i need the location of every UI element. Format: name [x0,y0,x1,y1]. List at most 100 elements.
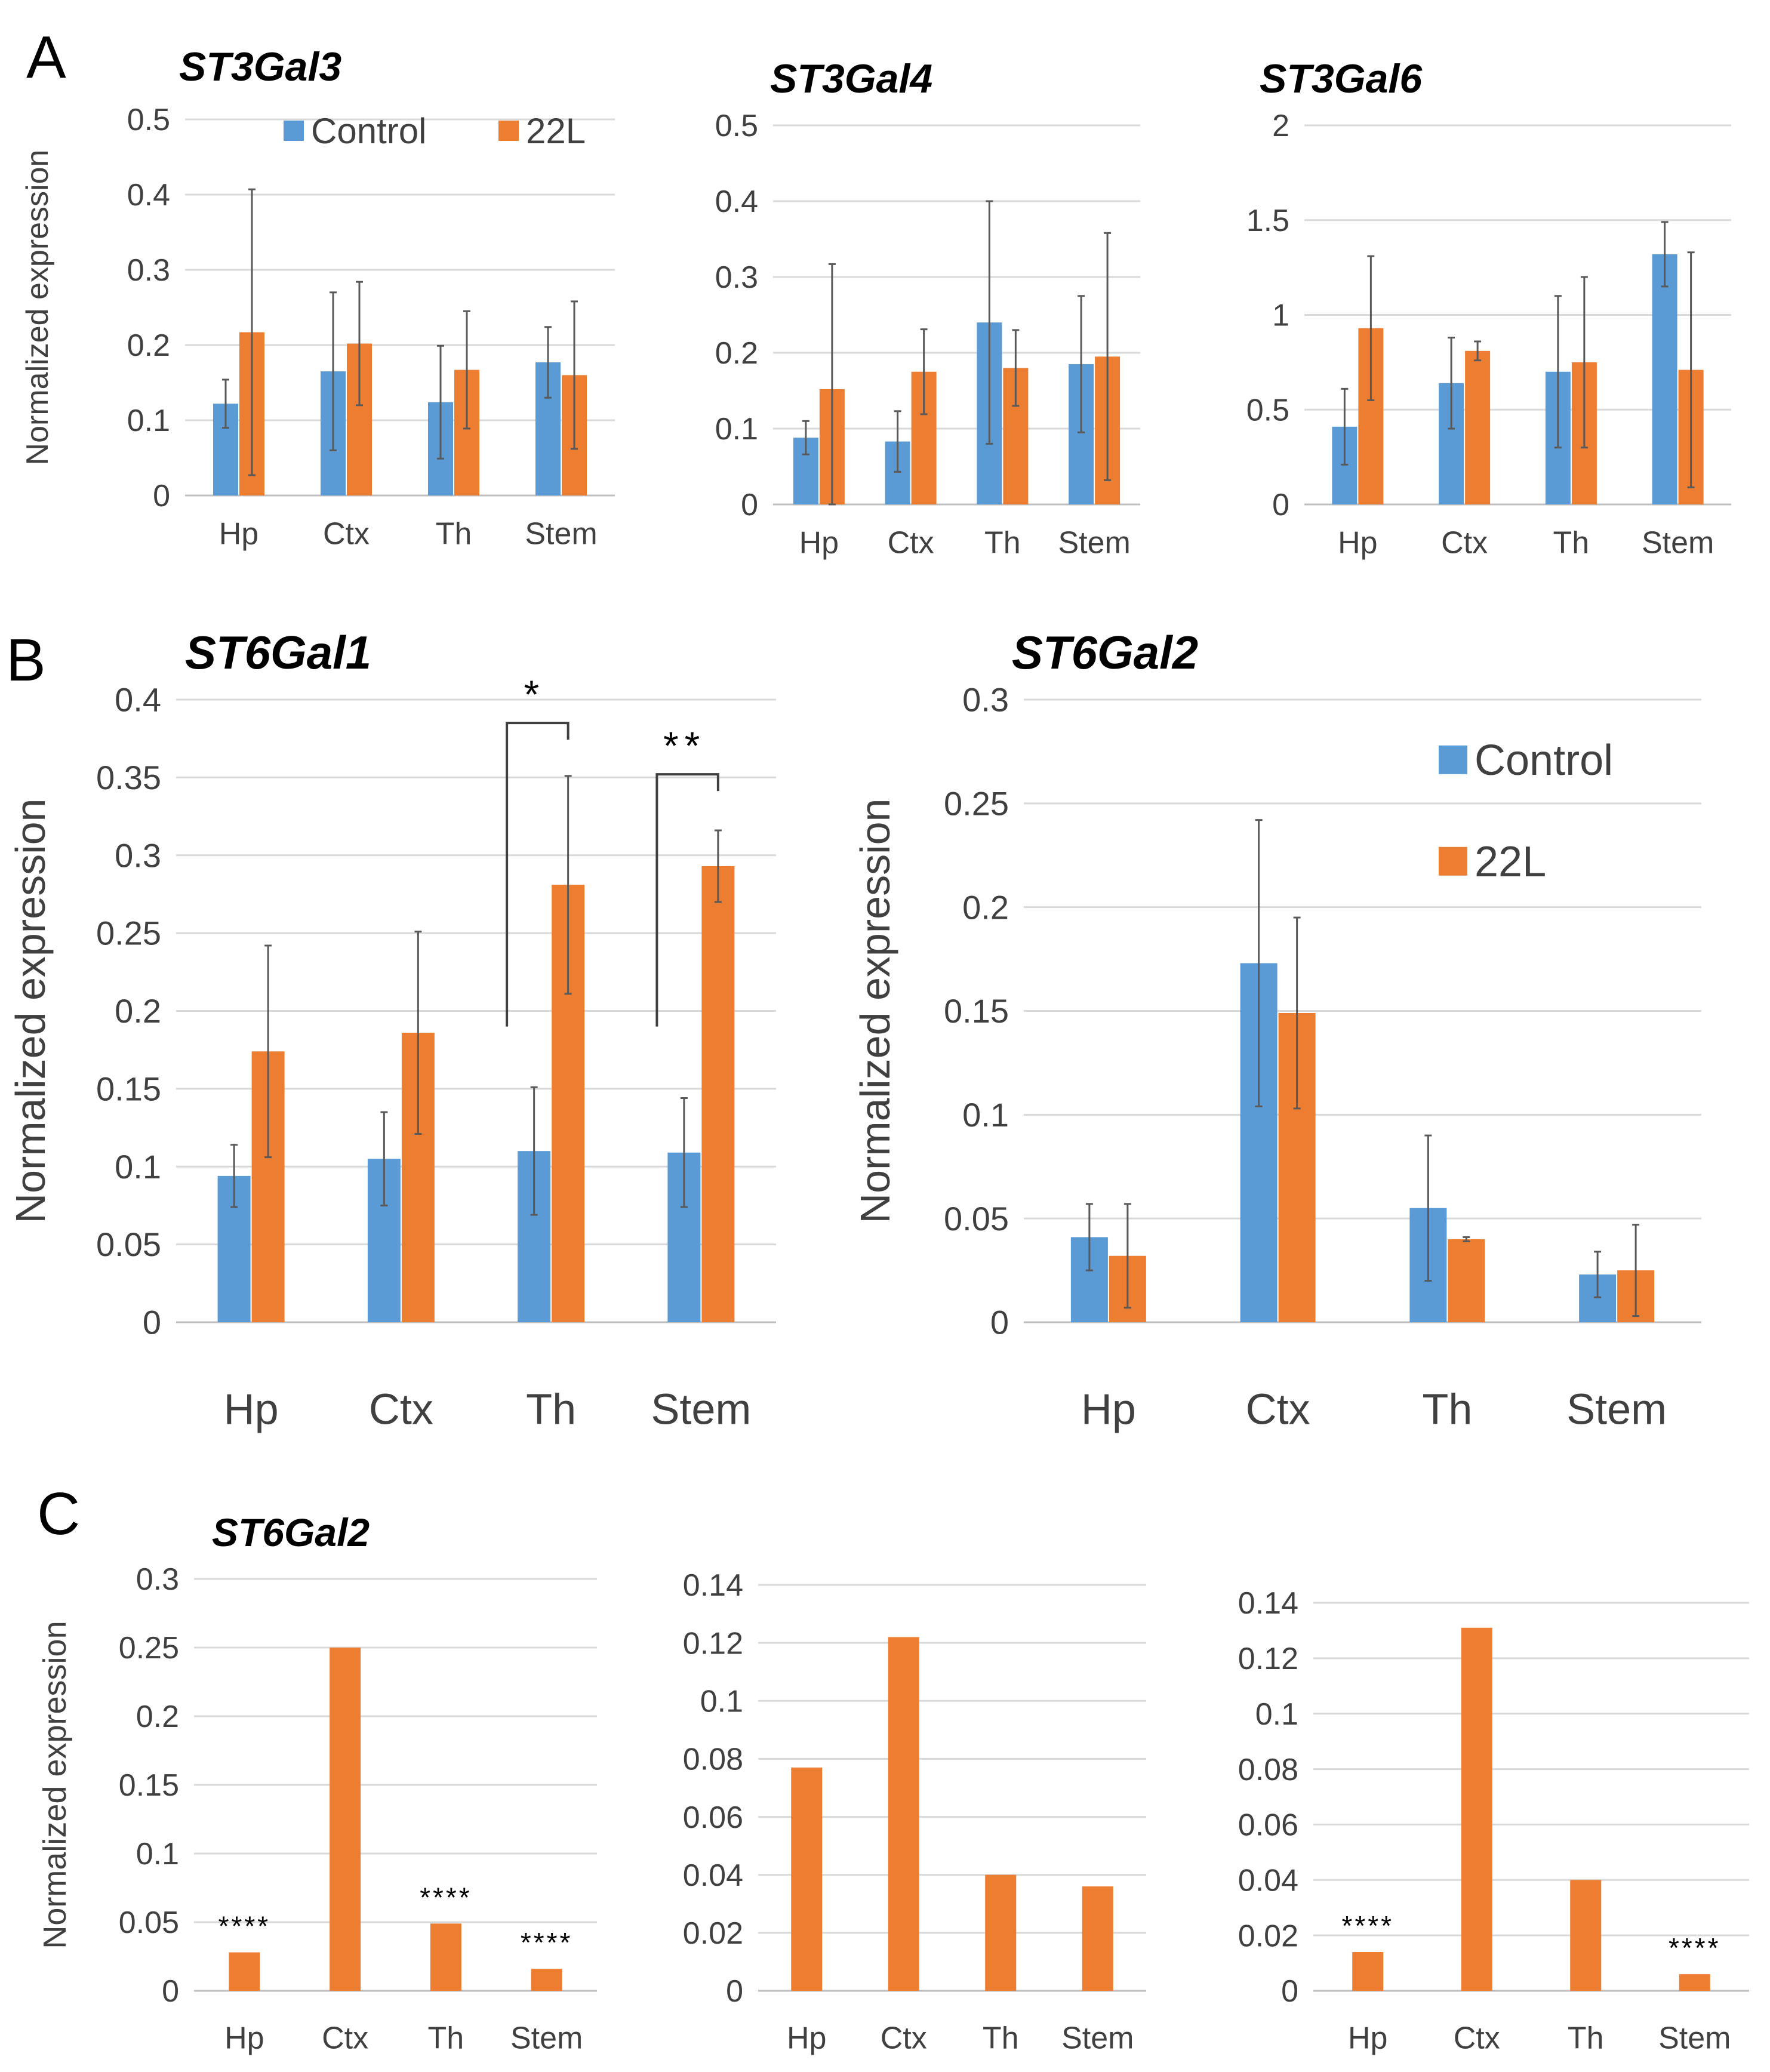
y-tick-label: 0.3 [962,681,1009,719]
y-tick-label: 0 [990,1304,1009,1341]
y-tick-label: 0.15 [119,1768,179,1803]
y-tick-label: 0.4 [715,184,758,219]
chart-c1: 0 0.05 0.1 0.15 0.2 0.25 0.3 Hp **** Ctx Th **** Ste… [37,1510,597,2055]
bar-22l-stem [1679,1974,1710,1991]
y-tick-label: 0.08 [1238,1753,1298,1787]
bar-22l-stem [1082,1886,1113,1991]
bar-22l-th [985,1874,1017,1991]
y-tick-label: 0.4 [115,681,161,719]
bar-22l-stem [531,1969,562,1991]
panel-label-c: C [37,1480,80,1547]
chart-a2: 0 0.1 0.2 0.3 0.4 0.5 Hp Ctx Th Stem ST3Gal4 [715,56,1140,560]
significance-bracket [655,773,719,1027]
y-tick-label: 0.2 [115,992,161,1030]
y-tick-label: 0.5 [715,109,758,143]
y-tick-label: 0.1 [700,1684,743,1719]
y-tick-label: 1 [1272,298,1289,333]
y-tick-label: 0.02 [683,1916,743,1951]
y-tick-label: 0 [143,1304,161,1341]
significance-annotation: **** [1669,1932,1721,1963]
y-tick-label: 2 [1272,109,1289,143]
bar-22l-ctx [888,1637,919,1991]
y-axis-label: Normalized expression [20,150,55,466]
x-tick-label: Ctx [881,2021,927,2055]
x-tick-label: Th [1553,525,1590,560]
charts: 0 0.1 0.2 0.3 0.4 0.5 Hp Ctx Th Stem ST3Gal3 Normal… [7,44,1749,2055]
x-tick-label: Th [1422,1386,1472,1433]
y-tick-label: 0.2 [962,888,1009,926]
x-tick-label: Th [428,2021,464,2055]
chart-c3: 0 0.02 0.04 0.06 0.08 0.1 0.12 0.14 Hp **** Ctx Th S… [1238,1586,1749,2055]
significance-annotation: **** [218,1911,271,1942]
x-tick-label: Ctx [1454,2021,1500,2055]
x-tick-label: Ctx [888,525,934,560]
legend-swatch-control [284,121,304,141]
y-tick-label: 0.25 [96,915,161,952]
significance-marker: * [524,672,546,716]
y-tick-label: 0.3 [127,253,170,288]
panel-label-b: B [6,627,46,694]
significance-annotation: **** [521,1927,573,1958]
x-tick-label: Stem [1658,2021,1731,2055]
y-tick-label: 0 [1272,488,1289,522]
x-tick-label: Hp [1348,2021,1387,2055]
y-tick-label: 0.1 [115,1148,161,1186]
chart-a3: 0 0.5 1 1.5 2 Hp Ctx Th Stem ST3Gal6 [1246,56,1731,560]
x-tick-label: Hp [1081,1386,1136,1433]
y-tick-label: 0.02 [1238,1919,1298,1953]
significance-bracket [506,722,570,1027]
panel-label-a: A [26,24,66,91]
x-tick-label: Ctx [323,516,370,551]
x-tick-label: Stem [1058,525,1130,560]
chart-b2: 0 0.05 0.1 0.15 0.2 0.25 0.3 Hp Ctx Th Stem ST6Gal2… [852,626,1701,1433]
bar-22l-th [1570,1880,1602,1991]
bar-22l-ctx [330,1648,361,1991]
y-tick-label: 0.1 [136,1837,179,1871]
y-tick-label: 0.15 [944,992,1009,1030]
y-tick-label: 0.2 [136,1700,179,1734]
y-tick-label: 0.3 [715,260,758,295]
chart-title: ST6Gal2 [1012,626,1198,679]
significance-annotation: **** [1341,1910,1394,1941]
y-tick-label: 0 [153,479,170,513]
bar-22l-hp [1352,1952,1384,1991]
y-tick-label: 0.3 [136,1562,179,1597]
y-tick-label: 0.05 [944,1200,1009,1237]
bar-22l-ctx [1461,1627,1492,1991]
bar-22l-stem [701,866,735,1322]
x-tick-label: Th [1568,2021,1604,2055]
x-tick-label: Hp [787,2021,826,2055]
x-tick-label: Th [983,2021,1019,2055]
y-tick-label: 0.25 [944,784,1009,822]
y-tick-label: 0.1 [715,412,758,447]
bar-22l-hp [791,1768,823,1991]
x-tick-label: Stem [1642,525,1714,560]
chart-title: ST3Gal3 [179,44,341,90]
chart-title: ST6Gal1 [185,626,371,679]
legend-label-22l: 22L [526,111,586,151]
x-tick-label: Ctx [1441,525,1488,560]
y-tick-label: 0.08 [683,1742,743,1777]
y-tick-label: 0.3 [115,836,161,874]
y-tick-label: 0 [741,488,758,522]
significance-annotation: **** [420,1882,472,1913]
bar-22l-th [430,1923,461,1991]
x-tick-label: Hp [1338,525,1377,560]
x-tick-label: Th [526,1386,576,1433]
x-tick-label: Th [436,516,472,551]
bar-22l-hp [229,1952,260,1991]
x-tick-label: Hp [219,516,258,551]
y-tick-label: 0.04 [683,1858,743,1893]
y-tick-label: 1.5 [1246,204,1289,238]
y-tick-label: 0.35 [96,759,161,796]
y-tick-label: 0.1 [1255,1697,1298,1732]
legend-label-22l: 22L [1475,838,1546,886]
x-tick-label: Hp [224,2021,264,2055]
legend-label-control: Control [1475,737,1613,784]
bar-22l-th [1448,1239,1485,1322]
legend-swatch-22l [498,121,519,141]
x-tick-label: Th [984,525,1021,560]
y-axis-label: Normalized expression [852,799,898,1224]
chart-title: ST6Gal2 [212,1510,370,1554]
